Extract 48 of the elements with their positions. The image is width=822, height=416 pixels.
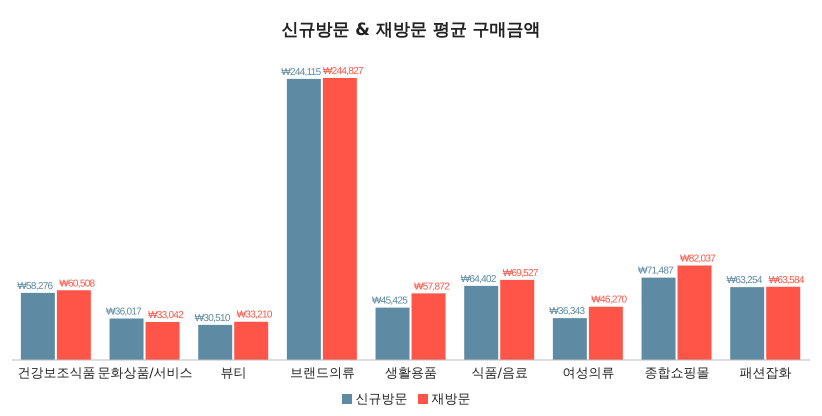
data-label: ₩244,827 bbox=[322, 66, 364, 77]
chart-title: 신규방문 & 재방문 평균 구매금액 bbox=[280, 19, 542, 42]
data-label: ₩64,402 bbox=[460, 274, 497, 285]
data-label: ₩33,042 bbox=[148, 310, 184, 321]
data-label: ₩63,254 bbox=[726, 275, 763, 286]
x-tick-label: 여성의류 bbox=[562, 366, 614, 382]
bar bbox=[730, 287, 764, 360]
data-label: ₩36,017 bbox=[106, 306, 142, 318]
bar bbox=[234, 322, 268, 360]
data-label: ₩36,343 bbox=[549, 306, 586, 318]
data-label: ₩60,508 bbox=[59, 278, 96, 290]
data-label: ₩58,276 bbox=[17, 280, 54, 292]
bar bbox=[766, 286, 800, 360]
x-tick-label: 식품/음료 bbox=[471, 366, 528, 382]
bar bbox=[588, 306, 623, 360]
bar bbox=[56, 290, 91, 360]
bar bbox=[110, 318, 144, 360]
data-label: ₩33,210 bbox=[236, 310, 273, 321]
data-label: ₩69,527 bbox=[502, 268, 539, 279]
data-label: ₩30,510 bbox=[194, 312, 231, 324]
x-tick-label: 종합쇼핑몰 bbox=[644, 366, 710, 382]
bar bbox=[286, 78, 321, 360]
x-tick-label: 패션잡화 bbox=[740, 366, 792, 382]
bar bbox=[198, 324, 232, 360]
bar bbox=[20, 292, 55, 360]
bar bbox=[412, 293, 446, 360]
data-label: ₩82,037 bbox=[680, 254, 716, 265]
data-label: ₩46,270 bbox=[591, 294, 628, 306]
bar bbox=[552, 318, 587, 360]
x-tick-label: 문화상품/서비스 bbox=[97, 366, 193, 382]
data-label: ₩71,487 bbox=[638, 266, 674, 277]
bar bbox=[500, 280, 534, 360]
bar bbox=[322, 78, 357, 360]
x-tick-label: 생활용품 bbox=[385, 366, 437, 382]
data-label: ₩244,115 bbox=[281, 66, 322, 78]
legend-label: 신규방문 bbox=[356, 392, 408, 407]
bar bbox=[642, 278, 676, 360]
data-label: ₩57,872 bbox=[414, 281, 450, 292]
x-tick-label: 브랜드의류 bbox=[290, 366, 355, 382]
data-label: ₩63,584 bbox=[768, 274, 805, 286]
bar bbox=[146, 322, 180, 360]
data-label: ₩45,425 bbox=[372, 296, 408, 307]
x-tick-label: 건강보조식품 bbox=[17, 366, 96, 382]
x-tick-label: 뷰티 bbox=[220, 366, 247, 382]
bar bbox=[464, 286, 498, 360]
bar bbox=[376, 308, 410, 360]
legend-label: 재방문 bbox=[432, 392, 470, 407]
bar bbox=[678, 266, 712, 360]
